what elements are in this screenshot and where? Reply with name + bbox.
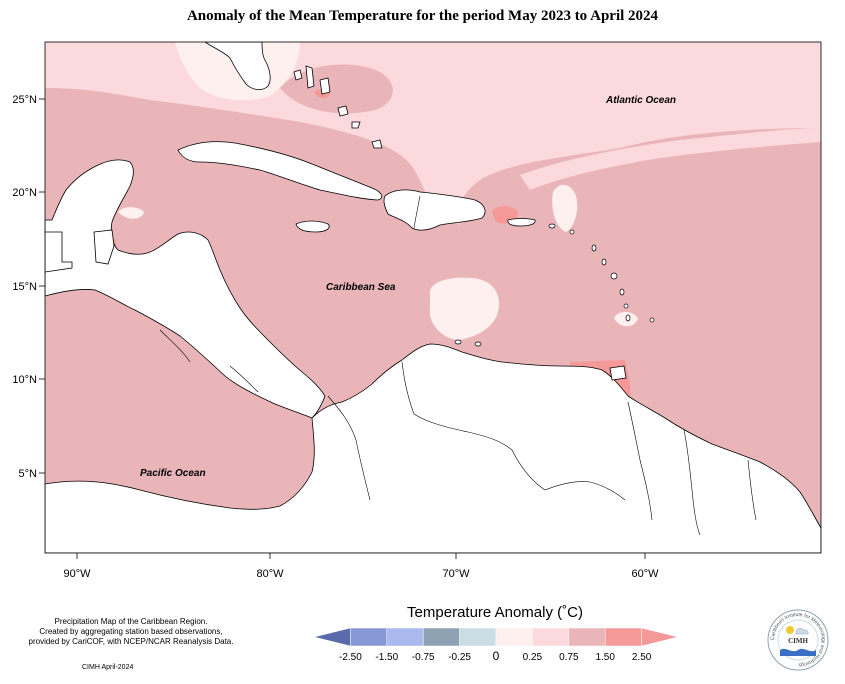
land-central-america <box>45 159 326 419</box>
land-hispaniola <box>383 189 486 231</box>
caribbean-sea-label: Caribbean Sea <box>326 282 396 293</box>
cloud-icon <box>795 628 809 635</box>
land-masses <box>45 42 821 553</box>
note-line: Precipitation Map of the Caribbean Regio… <box>54 617 208 626</box>
note-line: Created by aggregating station based obs… <box>39 627 223 636</box>
waves-icon <box>780 648 816 656</box>
country-borders <box>159 195 757 536</box>
legend-swatch <box>604 627 642 647</box>
legend-tick-label: 0.25 <box>523 652 543 663</box>
note-line: provided by CariCOF, with NCEP/NCAR Rean… <box>28 637 234 646</box>
x-tick-label: 90°W <box>63 568 91 580</box>
legend-tick-label: 0 <box>493 649 500 663</box>
anomaly-zone-antilles-light <box>552 184 578 232</box>
legend-swatch <box>422 627 460 647</box>
land-bahamas-2 <box>305 65 315 89</box>
y-tick-label: 25°N <box>12 94 37 106</box>
legend-swatch <box>350 627 388 647</box>
legend-tick-label: -2.50 <box>339 652 362 663</box>
land-bahamas-1 <box>293 69 303 81</box>
land-mexico-west <box>45 231 73 273</box>
x-axis-ticks <box>76 553 646 559</box>
credit-text: CIMH April-2024 <box>82 664 134 671</box>
y-axis-ticks <box>39 98 45 474</box>
legend-tick-label: 2.50 <box>632 652 652 663</box>
anomaly-zone-sea-light <box>429 277 500 340</box>
legend-tick-label: -0.25 <box>448 652 471 663</box>
legend-tick-label: -0.75 <box>412 652 435 663</box>
sun-icon <box>786 626 794 634</box>
x-tick-label: 60°W <box>631 568 659 580</box>
legend-title: Temperature Anomaly (˚C) <box>407 604 583 621</box>
map-title: Anomaly of the Mean Temperature for the … <box>186 8 659 24</box>
land-trinidad <box>609 365 627 381</box>
legend-tick-label: 0.75 <box>559 652 579 663</box>
land-bahamas-5 <box>351 121 361 129</box>
legend-swatch <box>641 627 679 647</box>
anomaly-zone-small-light <box>118 207 144 219</box>
land-florida <box>204 42 271 90</box>
legend-swatch <box>495 627 533 647</box>
y-tick-label: 10°N <box>12 374 37 386</box>
y-tick-label: 15°N <box>12 281 37 293</box>
logo-name: CIMH <box>788 637 808 645</box>
land-cuba <box>177 141 383 201</box>
land-bahamas-6 <box>371 139 383 149</box>
y-tick-label: 20°N <box>12 187 37 199</box>
y-tick-label: 5°N <box>19 468 38 480</box>
anomaly-zone-light-east <box>520 128 821 190</box>
legend-swatch <box>313 627 351 647</box>
legend-swatch <box>532 627 570 647</box>
pacific-ocean-label: Pacific Ocean <box>140 468 206 479</box>
legend-swatch <box>386 627 424 647</box>
land-bahamas-4 <box>337 105 349 117</box>
legend-tick-label: 1.50 <box>595 652 615 663</box>
lesser-antilles <box>454 223 655 347</box>
land-bahamas-3 <box>319 77 331 95</box>
land-belize <box>93 229 115 265</box>
x-tick-label: 70°W <box>442 568 470 580</box>
map-notes: Precipitation Map of the Caribbean Regio… <box>8 617 254 647</box>
land-puerto-rico <box>507 218 536 227</box>
legend-swatch <box>568 627 606 647</box>
map-plot: 90°W 80°W 70°W 60°W 25°N 20°N 15°N 10°N … <box>12 41 822 580</box>
x-tick-label: 80°W <box>256 568 284 580</box>
cimh-logo: Caribbean Institute for Meteorology and … <box>767 609 829 671</box>
land-jamaica <box>295 220 330 233</box>
atlantic-ocean-label: Atlantic Ocean <box>605 95 676 106</box>
color-legend: -2.50 -1.50 -0.75 -0.25 0 0.25 0.75 1.50 2.50 <box>313 627 679 663</box>
land-south-america <box>45 343 821 553</box>
plot-frame <box>44 41 822 554</box>
legend-swatch <box>459 627 497 647</box>
legend-tick-label: -1.50 <box>375 652 398 663</box>
